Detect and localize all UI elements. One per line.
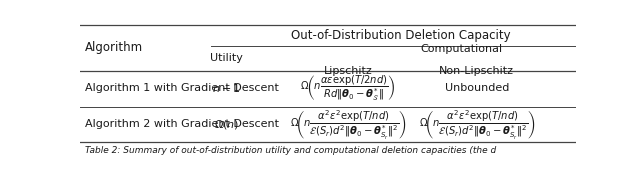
Text: Table 2: Summary of out-of-distribution utility and computational deletion capac: Table 2: Summary of out-of-distribution … [85,146,496,155]
Text: $n-1$: $n-1$ [212,82,241,94]
Text: $\Omega\!\left(n\dfrac{\alpha\varepsilon\exp(T/2nd)}{Rd\|\boldsymbol{\theta}_0-\: $\Omega\!\left(n\dfrac{\alpha\varepsilon… [300,73,396,103]
Text: Unbounded: Unbounded [445,83,509,93]
Text: $\Omega(n)$: $\Omega(n)$ [214,118,239,131]
Text: Out-of-Distribution Deletion Capacity: Out-of-Distribution Deletion Capacity [291,29,511,42]
Text: Utility: Utility [210,53,243,63]
Text: Algorithm 2 with Gradient Descent: Algorithm 2 with Gradient Descent [85,120,279,130]
Text: $\Omega\!\left(n\dfrac{\alpha^2\varepsilon^2\exp(T/nd)}{\mathcal{E}(S_r)d^2\|\bo: $\Omega\!\left(n\dfrac{\alpha^2\varepsil… [419,108,535,141]
Text: Computational: Computational [421,44,503,54]
Text: Lipschitz: Lipschitz [323,66,372,76]
Text: Algorithm: Algorithm [85,41,143,54]
Text: Non-Lipschitz: Non-Lipschitz [439,66,515,76]
Text: Algorithm 1 with Gradient Descent: Algorithm 1 with Gradient Descent [85,83,279,93]
Text: $\Omega\!\left(n\dfrac{\alpha^2\varepsilon^2\exp(T/nd)}{\mathcal{E}(S_r)d^2\|\bo: $\Omega\!\left(n\dfrac{\alpha^2\varepsil… [289,108,406,141]
